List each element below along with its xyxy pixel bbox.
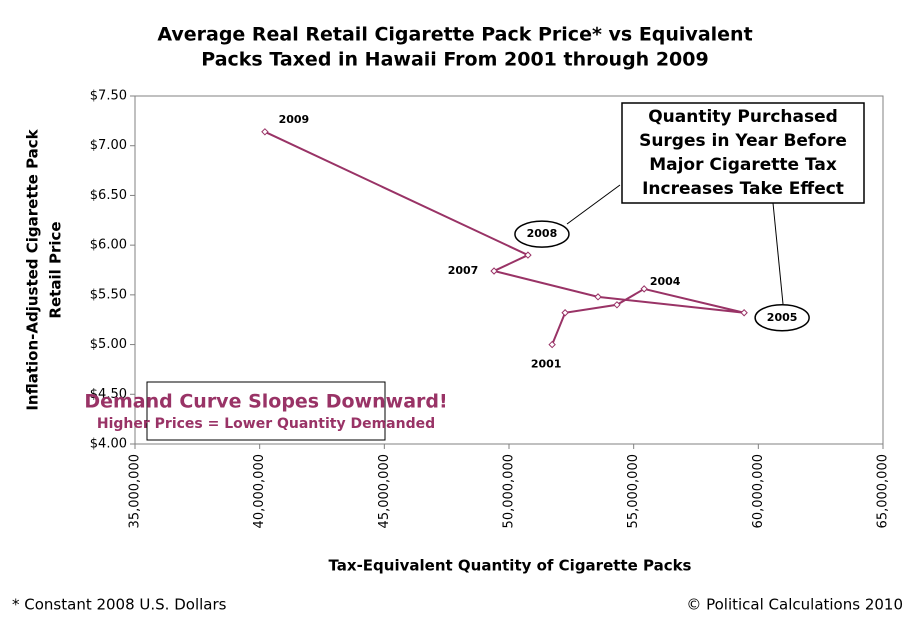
point-label: 2007: [448, 264, 479, 277]
y-tick-label: $5.50: [90, 287, 127, 302]
x-axis-title: Tax-Equivalent Quantity of Cigarette Pac…: [328, 557, 691, 575]
credit: © Political Calculations 2010: [686, 596, 903, 614]
label-ellipse: [754, 304, 810, 332]
callout-subline: Higher Prices = Lower Quantity Demanded: [97, 416, 435, 432]
data-point: [490, 267, 498, 275]
point-label: 2004: [650, 275, 681, 288]
y-tick-label: $6.00: [90, 238, 127, 253]
data-point: [640, 285, 648, 293]
point-label: 2005: [767, 311, 798, 324]
x-tick-label: 50,000,000: [502, 454, 517, 528]
label-ellipse: [514, 220, 570, 248]
y-tick-label: $5.00: [90, 337, 127, 352]
annotation: Surges in Year Before: [639, 131, 847, 151]
y-tick-label: $4.50: [90, 387, 127, 402]
data-point: [740, 309, 748, 317]
annotation-box: [621, 102, 865, 204]
data-point: [613, 301, 621, 309]
y-tick-label: $6.50: [90, 188, 127, 203]
annotation: Quantity Purchased: [648, 107, 838, 127]
y-tick-label: $7.50: [90, 89, 127, 104]
point-label: 2008: [527, 227, 558, 240]
chart-title: Packs Taxed in Hawaii From 2001 through …: [201, 49, 708, 71]
data-point: [561, 309, 569, 317]
point-label: 2001: [531, 358, 562, 371]
callout-headline: Demand Curve Slopes Downward!: [84, 391, 447, 413]
annotation: Increases Take Effect: [642, 179, 844, 199]
point-label: 2009: [279, 113, 310, 126]
y-tick-label: $4.00: [90, 437, 127, 452]
x-tick-label: 65,000,000: [876, 454, 891, 528]
data-point: [261, 128, 269, 136]
x-tick-label: 35,000,000: [128, 454, 143, 528]
arrow: [772, 202, 784, 305]
y-tick-label: $7.00: [90, 138, 127, 153]
chart-title: Average Real Retail Cigarette Pack Price…: [157, 24, 752, 46]
data-point: [548, 340, 556, 349]
x-tick-label: 60,000,000: [751, 454, 766, 528]
data-point: [524, 251, 532, 259]
footnote: * Constant 2008 U.S. Dollars: [12, 596, 227, 614]
callout-box: [146, 381, 386, 441]
y-axis-title: Inflation-Adjusted Cigarette Pack: [24, 128, 42, 410]
x-tick-label: 40,000,000: [252, 454, 267, 528]
y-axis-title: Retail Price: [47, 221, 65, 318]
data-point: [594, 293, 602, 301]
arrow: [566, 184, 621, 225]
annotation: Major Cigarette Tax: [649, 155, 837, 175]
x-tick-label: 45,000,000: [377, 454, 392, 528]
x-tick-label: 55,000,000: [626, 454, 641, 528]
